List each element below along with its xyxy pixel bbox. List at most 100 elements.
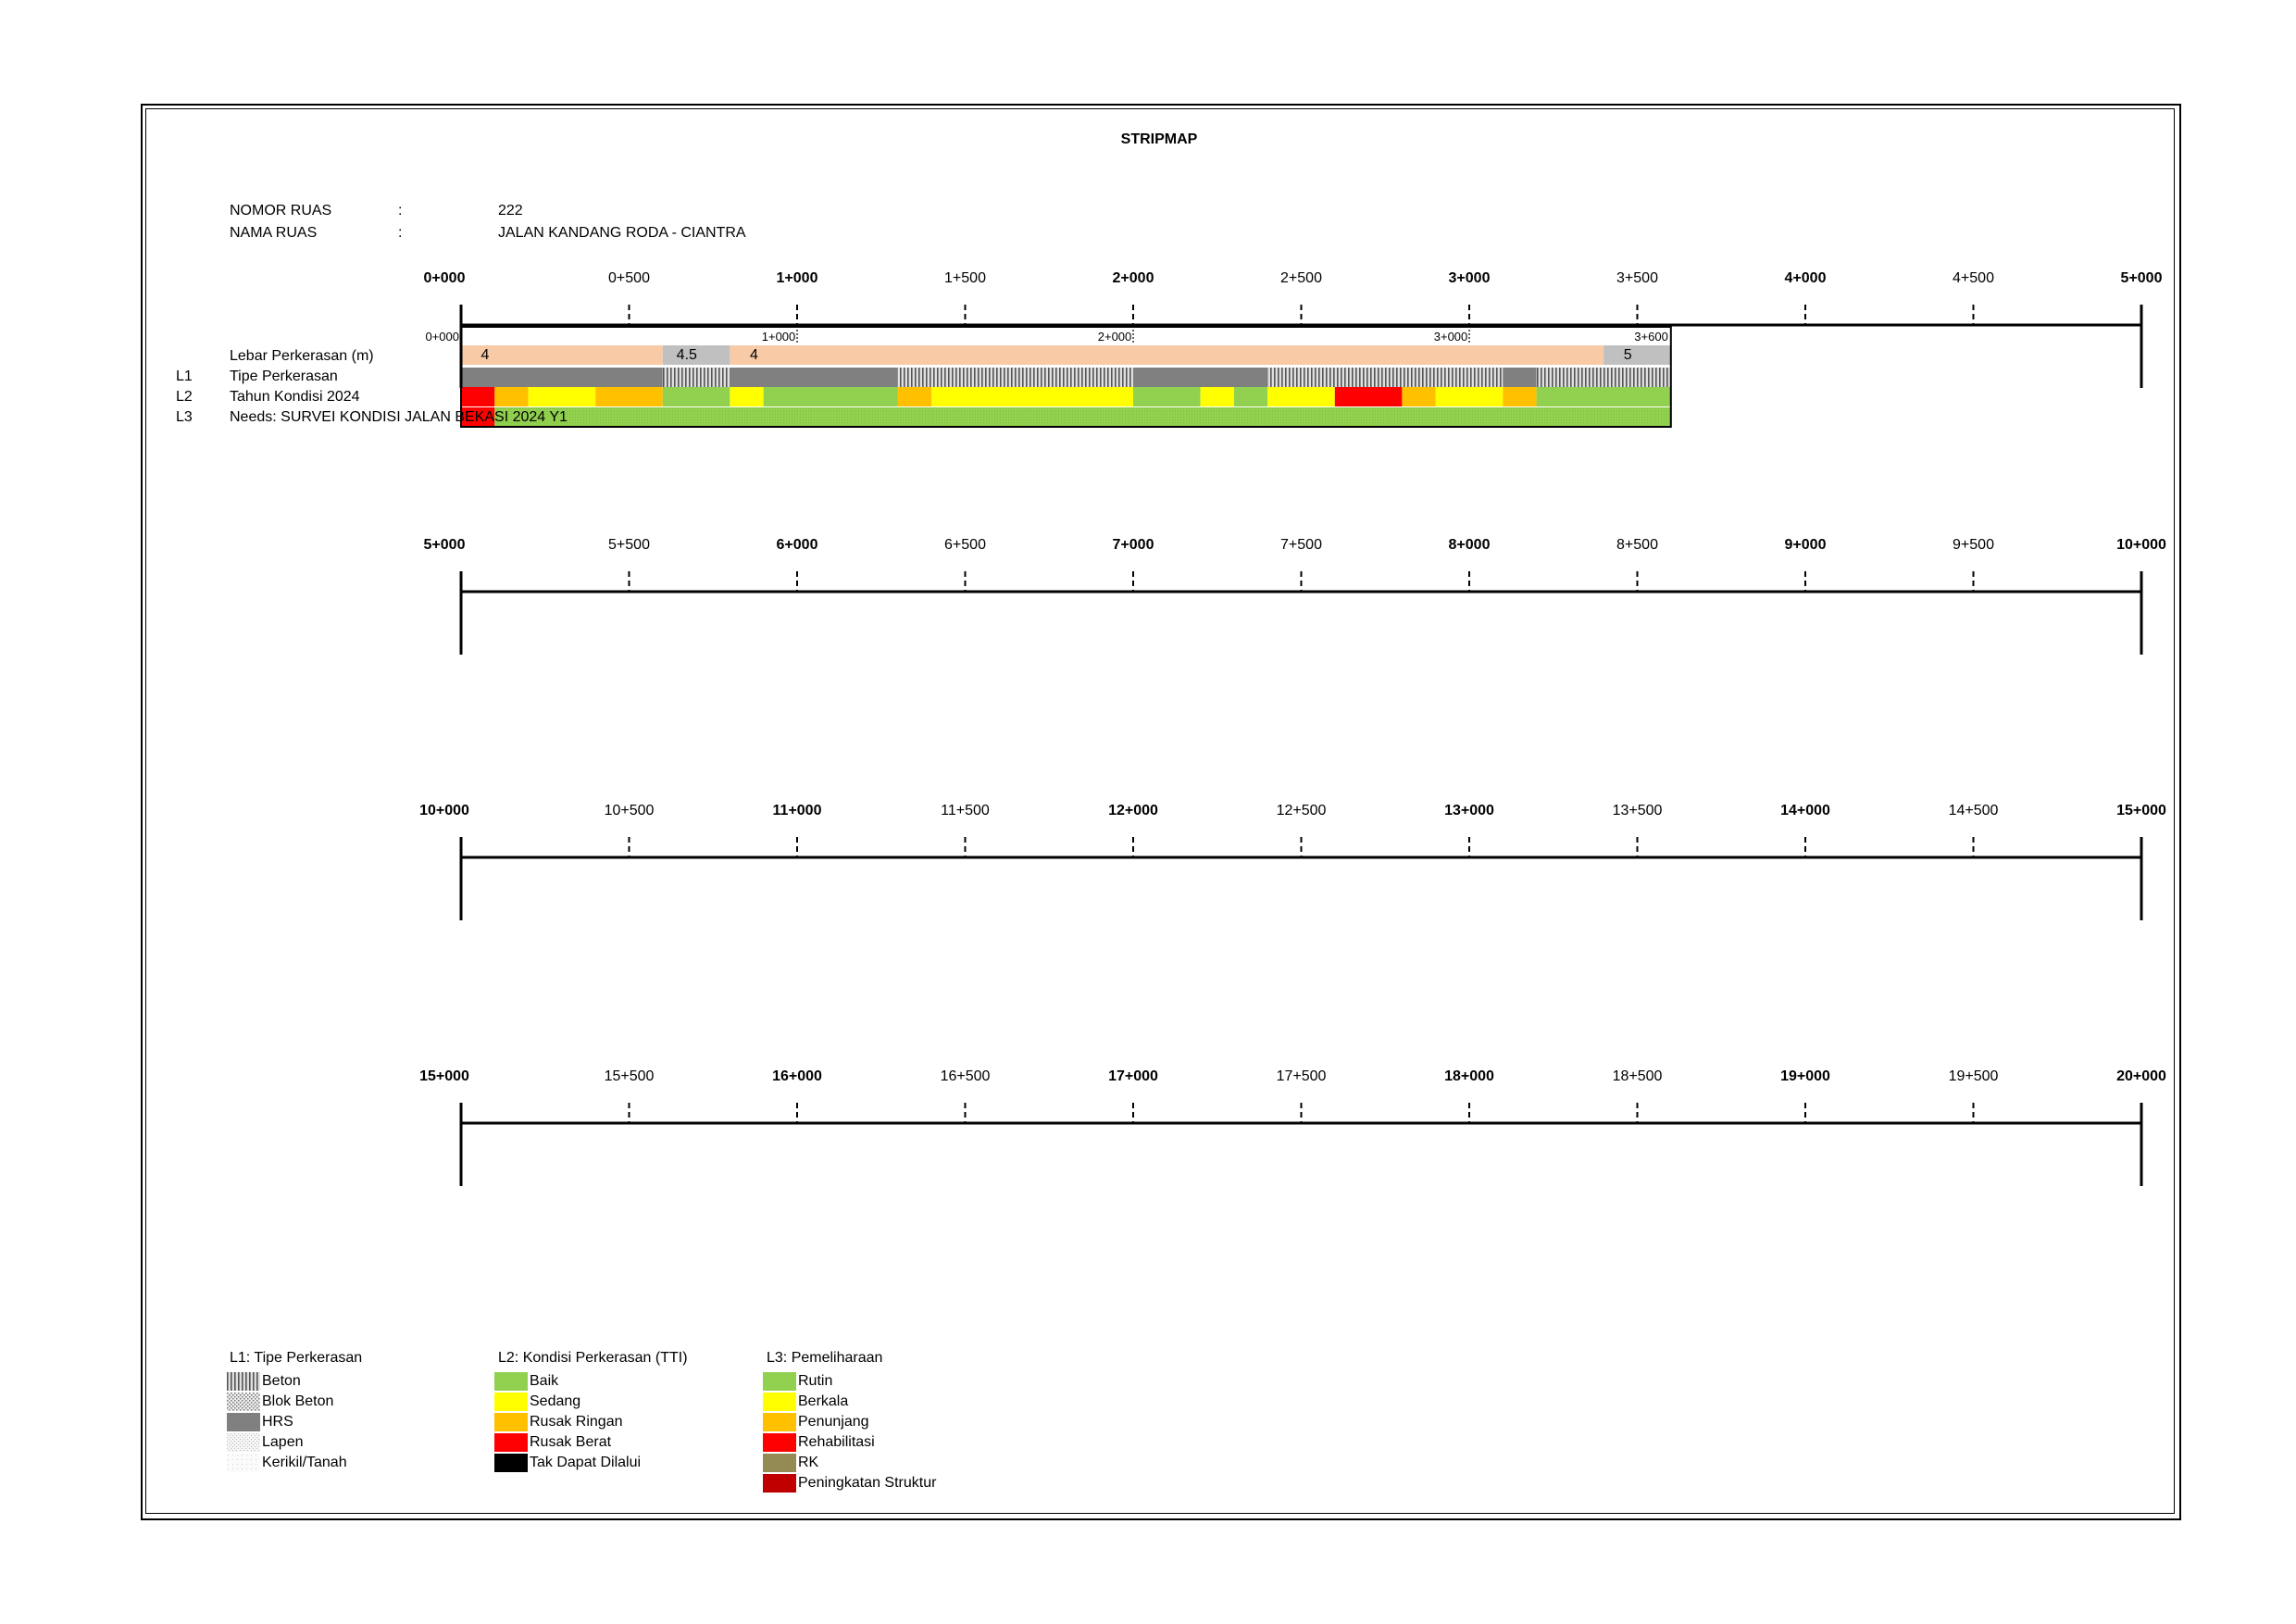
row-label-width: Lebar Perkerasan (m) bbox=[230, 348, 374, 364]
condition-segment bbox=[1133, 387, 1201, 406]
pavement-segment bbox=[897, 368, 1133, 387]
legend-swatch bbox=[763, 1372, 796, 1391]
tick-label: 13+500 bbox=[1612, 803, 1663, 818]
needs-segment bbox=[461, 407, 495, 427]
condition-segment bbox=[461, 387, 495, 406]
legend-swatch bbox=[763, 1474, 796, 1493]
legend-item-label: RK bbox=[798, 1455, 819, 1470]
segment-marker-label: 1+000 bbox=[761, 330, 796, 344]
tick-label: 10+500 bbox=[604, 803, 655, 818]
tick-label: 6+000 bbox=[776, 537, 818, 553]
legend-item-label: Rutin bbox=[798, 1373, 833, 1389]
pavement-segment bbox=[1133, 368, 1268, 387]
row-code-l2: L2 bbox=[176, 389, 193, 405]
tick-label: 3+000 bbox=[1448, 270, 1491, 286]
condition-segment bbox=[1233, 387, 1268, 406]
tick-label: 16+000 bbox=[772, 1068, 822, 1084]
condition-segment bbox=[763, 387, 898, 406]
tick-label: 0+000 bbox=[423, 270, 466, 286]
legend-l1-title: L1: Tipe Perkerasan bbox=[230, 1350, 363, 1366]
condition-segment bbox=[1267, 387, 1335, 406]
legend-swatch bbox=[763, 1413, 796, 1431]
nama-ruas-label: NAMA RUAS bbox=[230, 225, 318, 241]
width-segment bbox=[730, 345, 1604, 365]
legend-l3-title: L3: Pemeliharaan bbox=[767, 1350, 883, 1366]
tick-label: 6+500 bbox=[944, 537, 986, 553]
tick-label: 18+500 bbox=[1612, 1068, 1663, 1084]
needs-segment bbox=[494, 407, 1671, 427]
tick-label: 8+000 bbox=[1448, 537, 1491, 553]
legend-swatch bbox=[763, 1454, 796, 1472]
tick-label: 7+000 bbox=[1112, 537, 1154, 553]
legend-item-label: Kerikil/Tanah bbox=[262, 1455, 347, 1470]
segment-marker-label: 0+000 bbox=[425, 330, 459, 344]
legend-item-label: Penunjang bbox=[798, 1414, 869, 1430]
pavement-segment bbox=[1503, 368, 1537, 387]
tick-label: 15+000 bbox=[419, 1068, 469, 1084]
tick-label: 2+000 bbox=[1112, 270, 1154, 286]
tick-label: 10+000 bbox=[2116, 537, 2166, 553]
condition-segment bbox=[730, 387, 764, 406]
condition-segment bbox=[897, 387, 932, 406]
legend-swatch bbox=[494, 1393, 528, 1411]
legend-item-label: Peningkatan Struktur bbox=[798, 1475, 937, 1491]
legend-swatch bbox=[227, 1413, 260, 1431]
tick-label: 9+500 bbox=[1953, 537, 1994, 553]
legend-swatch bbox=[227, 1393, 260, 1411]
condition-segment bbox=[931, 387, 1133, 406]
nama-ruas-value: JALAN KANDANG RODA - CIANTRA bbox=[498, 225, 746, 241]
tick-label: 4+500 bbox=[1953, 270, 1994, 286]
segment-marker-label: 2+000 bbox=[1097, 330, 1132, 344]
width-segment-label: 5 bbox=[1623, 347, 1632, 363]
tick-label: 4+000 bbox=[1784, 270, 1827, 286]
legend-swatch bbox=[227, 1372, 260, 1391]
condition-segment bbox=[1334, 387, 1403, 406]
page-frame-inner bbox=[145, 108, 2175, 1514]
legend-l2-title: L2: Kondisi Perkerasan (TTI) bbox=[498, 1350, 688, 1366]
legend-item-label: Baik bbox=[530, 1373, 559, 1389]
tick-label: 18+000 bbox=[1444, 1068, 1494, 1084]
width-segment-label: 4 bbox=[480, 347, 490, 363]
tick-label: 14+500 bbox=[1948, 803, 1999, 818]
tick-label: 5+000 bbox=[423, 537, 466, 553]
legend-item-label: Rehabilitasi bbox=[798, 1434, 875, 1450]
legend-item-label: Rusak Ringan bbox=[530, 1414, 623, 1430]
tick-label: 12+000 bbox=[1108, 803, 1158, 818]
segment-marker-label: 3+600 bbox=[1634, 330, 1668, 344]
legend-item-label: Blok Beton bbox=[262, 1393, 334, 1409]
condition-segment bbox=[528, 387, 596, 406]
tick-label: 12+500 bbox=[1276, 803, 1327, 818]
pavement-segment bbox=[1536, 368, 1671, 387]
tick-label: 15+500 bbox=[604, 1068, 655, 1084]
pavement-segment bbox=[461, 368, 663, 387]
pavement-segment bbox=[662, 368, 730, 387]
tick-label: 1+500 bbox=[944, 270, 986, 286]
tick-label: 14+000 bbox=[1780, 803, 1830, 818]
tick-label: 10+000 bbox=[419, 803, 469, 818]
tick-label: 11+500 bbox=[941, 803, 990, 818]
tick-label: 15+000 bbox=[2116, 803, 2166, 818]
condition-segment bbox=[662, 387, 730, 406]
tick-label: 5+000 bbox=[2120, 270, 2163, 286]
page-frame-outer bbox=[141, 104, 2181, 1520]
tick-label: 9+000 bbox=[1784, 537, 1827, 553]
row-label-needs: Needs: SURVEI KONDISI JALAN BEKASI 2024 … bbox=[230, 409, 568, 425]
legend-swatch bbox=[763, 1433, 796, 1452]
tick-label: 13+000 bbox=[1444, 803, 1494, 818]
legend-swatch bbox=[227, 1454, 260, 1472]
tick-label: 16+500 bbox=[940, 1068, 991, 1084]
condition-segment bbox=[494, 387, 529, 406]
nomor-ruas-value: 222 bbox=[498, 203, 523, 219]
legend-item-label: Sedang bbox=[530, 1393, 581, 1409]
legend-swatch bbox=[227, 1433, 260, 1452]
legend-item-label: Rusak Berat bbox=[530, 1434, 612, 1450]
legend-swatch bbox=[494, 1433, 528, 1452]
condition-segment bbox=[1536, 387, 1671, 406]
width-segment-label: 4.5 bbox=[676, 347, 697, 363]
tick-label: 3+500 bbox=[1616, 270, 1658, 286]
nomor-ruas-label: NOMOR RUAS bbox=[230, 203, 332, 219]
legend-item-label: HRS bbox=[262, 1414, 293, 1430]
row-code-l1: L1 bbox=[176, 369, 193, 384]
tick-label: 5+500 bbox=[608, 537, 650, 553]
